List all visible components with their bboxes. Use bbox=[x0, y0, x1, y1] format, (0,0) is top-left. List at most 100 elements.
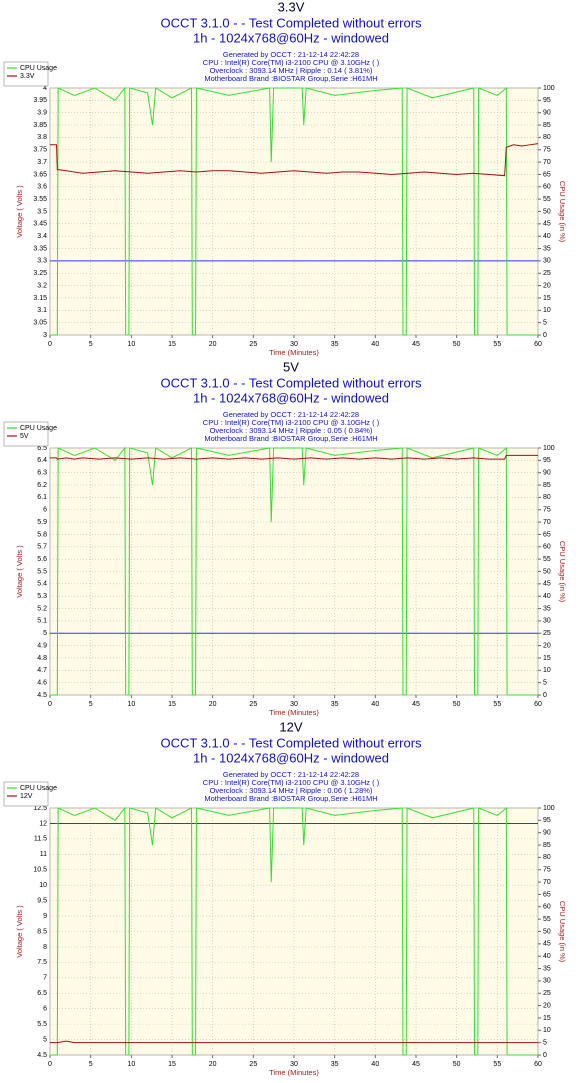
y-tick-label: 3.05 bbox=[33, 319, 47, 326]
y2-tick-label: 70 bbox=[543, 879, 551, 886]
y2-tick-label: 10 bbox=[543, 307, 551, 314]
x-tick-label: 40 bbox=[371, 701, 379, 708]
y-tick-label: 6.5 bbox=[37, 990, 47, 997]
x-tick-label: 40 bbox=[371, 1061, 379, 1068]
x-tick-label: 55 bbox=[493, 701, 501, 708]
legend-label: 5V bbox=[20, 433, 29, 440]
y2-tick-label: 60 bbox=[543, 544, 551, 551]
y-tick-label: 10 bbox=[39, 882, 47, 889]
x-tick-label: 0 bbox=[48, 701, 52, 708]
y-tick-label: 8.5 bbox=[37, 928, 47, 935]
series-line bbox=[50, 1040, 538, 1044]
y-tick-label: 4.8 bbox=[37, 655, 47, 662]
y-tick-label: 4.6 bbox=[37, 679, 47, 686]
y-tick-label: 5 bbox=[43, 630, 47, 637]
x-axis-label: Time (Minutes) bbox=[269, 348, 319, 357]
info-line: CPU : Intel(R) Core(TM) i3-2100 CPU @ 3.… bbox=[203, 418, 380, 427]
y2-tick-label: 0 bbox=[543, 1052, 547, 1059]
info-line: Motherboard Brand :BIOSTAR Group,Serie :… bbox=[204, 74, 377, 83]
y-tick-label: 3.65 bbox=[33, 171, 47, 178]
y2-tick-label: 0 bbox=[543, 692, 547, 699]
y2-tick-label: 40 bbox=[543, 593, 551, 600]
y2-tick-label: 75 bbox=[543, 867, 551, 874]
x-tick-label: 0 bbox=[48, 341, 52, 348]
y-tick-label: 4.5 bbox=[37, 1052, 47, 1059]
subtitle: 1h - 1024x768@60Hz - windowed bbox=[193, 390, 389, 405]
x-tick-label: 10 bbox=[127, 341, 135, 348]
y-tick-label: 5.4 bbox=[37, 581, 47, 588]
x-tick-label: 50 bbox=[453, 341, 461, 348]
y-tick-label: 5.1 bbox=[37, 618, 47, 625]
x-tick-label: 20 bbox=[209, 341, 217, 348]
y-tick-label: 12 bbox=[39, 820, 47, 827]
y2-tick-label: 60 bbox=[543, 184, 551, 191]
y-axis-label: Voltage ( Volts ) bbox=[15, 905, 24, 958]
x-tick-label: 45 bbox=[412, 341, 420, 348]
y-tick-label: 3.85 bbox=[33, 122, 47, 129]
legend-label: 3.3V bbox=[20, 73, 35, 80]
y2-tick-label: 5 bbox=[543, 319, 547, 326]
x-axis-label: Time (Minutes) bbox=[269, 708, 319, 717]
y2-tick-label: 75 bbox=[543, 507, 551, 514]
x-tick-label: 50 bbox=[453, 1061, 461, 1068]
y2-tick-label: 5 bbox=[543, 679, 547, 686]
y-tick-label: 5 bbox=[43, 1036, 47, 1043]
y-tick-label: 5.5 bbox=[37, 568, 47, 575]
legend-box bbox=[3, 781, 49, 807]
x-tick-label: 15 bbox=[168, 1061, 176, 1068]
y-tick-label: 6.3 bbox=[37, 470, 47, 477]
y2-tick-label: 35 bbox=[543, 605, 551, 612]
y2-tick-label: 95 bbox=[543, 817, 551, 824]
x-tick-label: 60 bbox=[534, 701, 542, 708]
y2-tick-label: 85 bbox=[543, 482, 551, 489]
info-line: Overclock : 3093.14 MHz | Ripple : 0.06 … bbox=[210, 786, 373, 795]
info-line: Motherboard Brand :BIOSTAR Group,Serie :… bbox=[204, 794, 377, 803]
y2-tick-label: 50 bbox=[543, 928, 551, 935]
x-tick-label: 20 bbox=[209, 701, 217, 708]
legend-label: CPU Usage bbox=[20, 785, 57, 792]
y-axis-label: Voltage ( Volts ) bbox=[15, 545, 24, 598]
y2-tick-label: 20 bbox=[543, 642, 551, 649]
x-axis-label: Time (Minutes) bbox=[269, 1068, 319, 1077]
y-tick-label: 3.1 bbox=[37, 307, 47, 314]
y-tick-label: 4.7 bbox=[37, 667, 47, 674]
series-line bbox=[50, 86, 538, 336]
y-tick-label: 4 bbox=[43, 85, 47, 92]
y-axis-label: Voltage ( Volts ) bbox=[15, 185, 24, 238]
y2-tick-label: 0 bbox=[543, 332, 547, 339]
y-tick-label: 3.2 bbox=[37, 282, 47, 289]
y-tick-label: 3.15 bbox=[33, 295, 47, 302]
x-tick-label: 50 bbox=[453, 701, 461, 708]
chart-title: 3.3V bbox=[278, 0, 305, 14]
y2-tick-label: 25 bbox=[543, 990, 551, 997]
info-line: CPU : Intel(R) Core(TM) i3-2100 CPU @ 3.… bbox=[203, 778, 380, 787]
x-tick-label: 25 bbox=[249, 701, 257, 708]
x-tick-label: 45 bbox=[412, 1061, 420, 1068]
subtitle: 1h - 1024x768@60Hz - windowed bbox=[193, 750, 389, 765]
x-tick-label: 55 bbox=[493, 341, 501, 348]
y-tick-label: 3.55 bbox=[33, 196, 47, 203]
x-tick-label: 40 bbox=[371, 341, 379, 348]
info-line: Generated by OCCT : 21-12-14 22:42:28 bbox=[223, 410, 359, 419]
y-tick-label: 6 bbox=[43, 507, 47, 514]
x-tick-label: 20 bbox=[209, 1061, 217, 1068]
y2-tick-label: 75 bbox=[543, 147, 551, 154]
y-tick-label: 7.5 bbox=[37, 959, 47, 966]
y2-tick-label: 45 bbox=[543, 221, 551, 228]
x-tick-label: 10 bbox=[127, 701, 135, 708]
y-tick-label: 5.3 bbox=[37, 593, 47, 600]
info-line: Overclock : 3093.14 MHz | Ripple : 0.05 … bbox=[210, 426, 373, 435]
y2-tick-label: 5 bbox=[543, 1039, 547, 1046]
y2-tick-label: 80 bbox=[543, 494, 551, 501]
y2-tick-label: 50 bbox=[543, 568, 551, 575]
y2-tick-label: 35 bbox=[543, 965, 551, 972]
y2-axis-label: CPU Usage (in %) bbox=[558, 181, 567, 243]
y-tick-label: 5.8 bbox=[37, 531, 47, 538]
y2-tick-label: 85 bbox=[543, 842, 551, 849]
y-tick-label: 5.7 bbox=[37, 544, 47, 551]
y2-axis-label: CPU Usage (in %) bbox=[558, 541, 567, 603]
y2-tick-label: 65 bbox=[543, 891, 551, 898]
info-line: CPU : Intel(R) Core(TM) i3-2100 CPU @ 3.… bbox=[203, 58, 380, 67]
x-tick-label: 35 bbox=[331, 701, 339, 708]
